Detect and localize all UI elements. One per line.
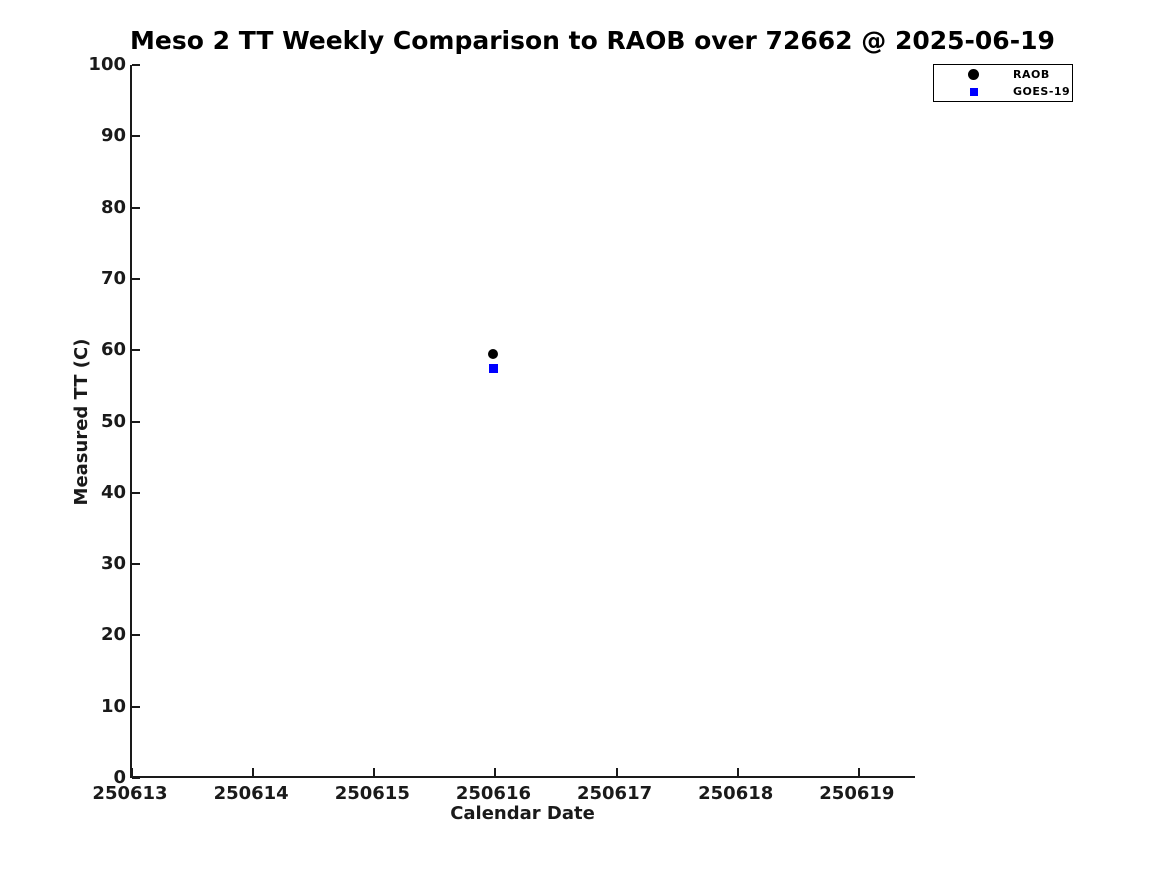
y-axis-tick [132,705,140,708]
y-axis-tick [132,206,140,209]
y-axis-tick [132,349,140,352]
y-tick-label: 80 [100,196,126,218]
x-axis-tick [373,768,376,776]
x-axis-tick [252,768,255,776]
legend-marker-cell [934,69,1013,80]
y-tick-label: 70 [100,267,126,289]
y-tick-label: 50 [100,410,126,432]
legend-item-goes-19: GOES-19 [934,83,1072,100]
legend-label-raob: RAOB [1013,68,1050,81]
y-tick-label: 40 [100,481,126,503]
y-axis-tick [132,491,140,494]
x-tick-label: 250619 [819,783,895,804]
x-axis-tick [494,768,497,776]
legend-box: RAOB GOES-19 [933,64,1073,102]
x-axis-label: Calendar Date [450,803,595,824]
legend-label-goes-19: GOES-19 [1013,85,1071,98]
x-tick-label: 250618 [698,783,774,804]
x-tick-label: 250615 [334,783,410,804]
y-axis-tick [132,135,140,138]
x-axis-tick [736,768,739,776]
x-tick-label: 250617 [576,783,653,804]
x-axis-tick [131,768,133,776]
x-axis-tick [615,768,618,776]
goes-19-square-icon [969,87,978,96]
y-tick-label: 0 [113,767,126,788]
y-tick-label: 100 [88,54,126,75]
legend-item-raob: RAOB [934,66,1072,83]
y-axis-tick [132,634,140,637]
y-axis-tick [132,777,140,779]
y-tick-label: 30 [100,553,126,575]
y-axis-tick [132,64,140,66]
y-axis-tick [132,563,140,566]
raob-circle-icon [968,69,979,80]
y-axis-tick [132,277,140,280]
y-tick-label: 60 [100,339,126,361]
y-tick-label: 10 [100,695,126,717]
y-axis-tick [132,420,140,423]
data-point-raob [488,348,499,359]
y-tick-label: 20 [100,624,126,646]
x-axis-tick [857,768,860,776]
x-tick-label: 250614 [213,783,289,804]
legend-marker-cell [934,87,1013,96]
plot-area [130,64,915,779]
x-tick-label: 250613 [92,783,168,804]
data-point-goes-19 [488,364,498,374]
chart-title: Meso 2 TT Weekly Comparison to RAOB over… [130,26,1055,55]
y-tick-label: 90 [100,125,126,147]
x-tick-label: 250616 [455,783,531,804]
